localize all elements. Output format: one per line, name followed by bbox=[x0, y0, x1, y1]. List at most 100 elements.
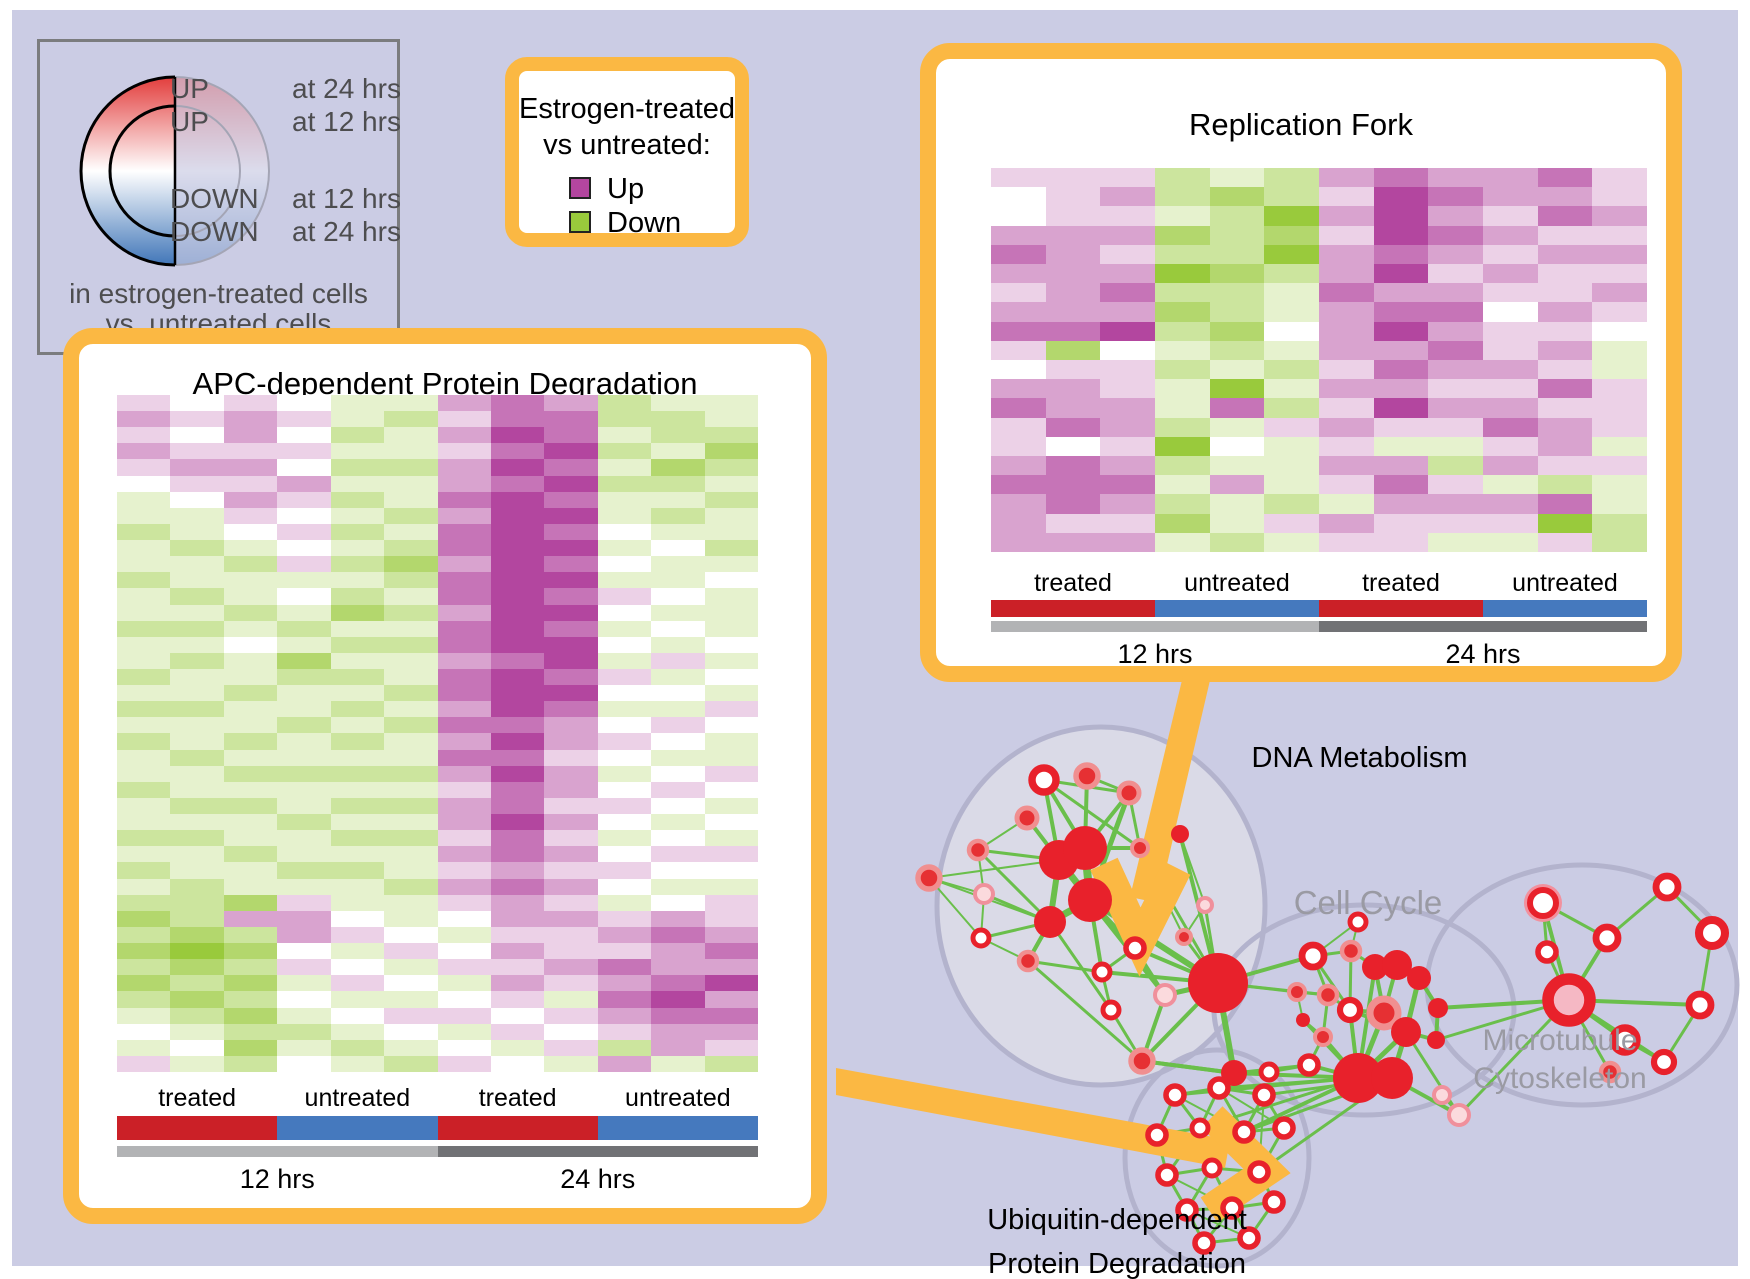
heatmap-cell bbox=[490, 523, 545, 541]
heatmap-cell bbox=[117, 1023, 171, 1040]
network-node-ring bbox=[1189, 1117, 1211, 1139]
heatmap-cell bbox=[223, 991, 278, 1008]
heatmap-cell bbox=[170, 556, 224, 573]
network-edge bbox=[1141, 1059, 1235, 1075]
heatmap-cell bbox=[1045, 379, 1101, 399]
heatmap-cell bbox=[117, 814, 171, 831]
heatmap-cell bbox=[384, 894, 438, 911]
heatmap-cell bbox=[330, 411, 385, 428]
heatmap-cell bbox=[1592, 244, 1647, 264]
heatmap-cell bbox=[277, 733, 331, 750]
heatmap-cell bbox=[544, 604, 598, 621]
heatmap-cell bbox=[1100, 225, 1155, 245]
heatmap-cell bbox=[597, 959, 652, 976]
heatmap-cell bbox=[1100, 398, 1155, 418]
heatmap-cell bbox=[277, 540, 331, 557]
network-node-ring bbox=[970, 927, 992, 949]
heatmap-cell bbox=[544, 685, 598, 702]
heatmap-cell bbox=[223, 862, 278, 879]
heatmap-cell bbox=[1209, 302, 1265, 322]
heatmap-cell bbox=[384, 411, 438, 428]
heatmap-cell bbox=[277, 878, 331, 895]
heatmap-cell bbox=[1209, 379, 1265, 399]
heatmap-cell bbox=[1100, 168, 1155, 188]
heatmap-cell bbox=[437, 620, 491, 637]
heatmap-cell bbox=[651, 604, 705, 621]
heatmap-cell bbox=[117, 830, 171, 847]
heatmap-cell bbox=[384, 1007, 438, 1024]
network-node-pink bbox=[1447, 1103, 1471, 1127]
heatmap-cell bbox=[384, 572, 438, 589]
heatmap-cell bbox=[117, 781, 171, 798]
panel-apc: APC-dependent Protein Degradation treate… bbox=[63, 328, 827, 1224]
concentric-circles-icon bbox=[79, 75, 270, 267]
network-node-pink bbox=[1153, 983, 1177, 1007]
heatmap-cell bbox=[991, 532, 1046, 552]
heatmap-cell bbox=[490, 411, 545, 428]
heatmap-cell bbox=[597, 1023, 652, 1040]
heatmap-cell bbox=[597, 749, 652, 766]
heatmap-cell bbox=[117, 1055, 171, 1072]
heatmap-cell bbox=[437, 814, 491, 831]
heatmap-cell bbox=[651, 926, 705, 944]
apc-time-12: 12 hrs bbox=[239, 1164, 315, 1194]
heatmap-cell bbox=[330, 588, 385, 605]
heatmap-cell bbox=[277, 588, 331, 605]
heatmap-cell bbox=[384, 991, 438, 1008]
heatmap-cell bbox=[1373, 187, 1429, 207]
heatmap-cell bbox=[651, 830, 705, 847]
heatmap-cell bbox=[117, 765, 171, 782]
heatmap-cell bbox=[544, 701, 598, 718]
heatmap-cell bbox=[437, 878, 491, 895]
heatmap-cell bbox=[1319, 475, 1374, 495]
heatmap-cell bbox=[597, 862, 652, 879]
heatmap-cell bbox=[330, 685, 385, 702]
heatmap-cell bbox=[490, 1039, 545, 1056]
heatmap-cell bbox=[1209, 513, 1265, 533]
heatmap-cell bbox=[1537, 494, 1593, 514]
heatmap-cell bbox=[223, 1039, 278, 1056]
heatmap-cell bbox=[170, 894, 224, 911]
network-node-twotone bbox=[1116, 780, 1142, 806]
network-node-twotone bbox=[966, 838, 990, 862]
heatmap-cell bbox=[544, 846, 598, 863]
cluster-label-ubiquitin-line2: Protein Degradation bbox=[988, 1248, 1246, 1279]
heatmap-cell bbox=[1483, 168, 1538, 188]
heatmap-cell bbox=[490, 427, 545, 444]
heatmap-cell bbox=[1373, 436, 1429, 456]
heatmap-cell bbox=[651, 685, 705, 702]
heatmap-cell bbox=[1100, 283, 1155, 303]
heatmap-cell bbox=[1100, 513, 1155, 533]
heatmap-cell bbox=[277, 943, 331, 960]
network-diagram bbox=[836, 676, 1740, 1269]
heatmap-cell bbox=[1537, 379, 1593, 399]
heatmap-cell bbox=[651, 749, 705, 766]
heatmap-cell bbox=[1319, 321, 1374, 341]
heatmap-cell bbox=[1209, 264, 1265, 284]
heatmap-cell bbox=[490, 830, 545, 847]
heatmap-cell bbox=[330, 991, 385, 1008]
heatmap-cell bbox=[544, 523, 598, 541]
heatmap-cell bbox=[1209, 436, 1265, 456]
heatmap-cell bbox=[277, 910, 331, 927]
heatmap-cell bbox=[1428, 206, 1483, 226]
network-node-ring bbox=[1685, 990, 1715, 1020]
heatmap-cell bbox=[1155, 379, 1210, 399]
heatmap-cell bbox=[1264, 494, 1319, 514]
heatmap-cell bbox=[490, 475, 545, 492]
heatmap-cell bbox=[1100, 187, 1155, 207]
heatmap-cell bbox=[597, 1039, 652, 1056]
heatmap-cell bbox=[991, 244, 1046, 264]
heatmap-cell bbox=[437, 717, 491, 734]
heatmap-cell bbox=[490, 620, 545, 637]
heatmap-cell bbox=[330, 765, 385, 782]
heatmap-cell bbox=[1373, 456, 1429, 476]
heatmap-cell bbox=[1537, 360, 1593, 380]
heatmap-cell bbox=[490, 507, 545, 524]
heatmap-cell bbox=[651, 443, 705, 460]
heatmap-cell bbox=[384, 459, 438, 476]
heatmap-cell bbox=[991, 398, 1046, 418]
heatmap-cell bbox=[1428, 513, 1483, 533]
heatmap-cell bbox=[704, 733, 758, 750]
heatmap-cell bbox=[544, 1007, 598, 1024]
